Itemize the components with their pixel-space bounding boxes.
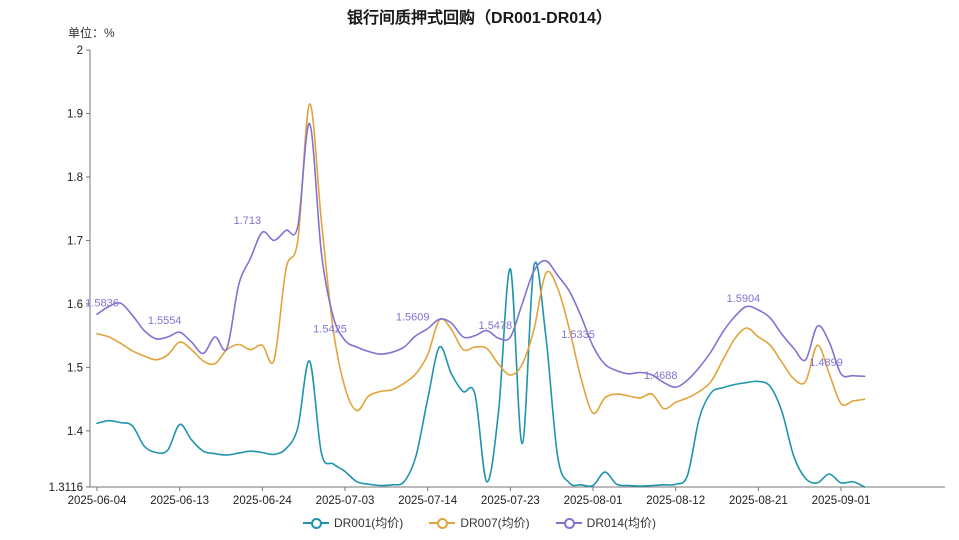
- svg-text:1.713: 1.713: [234, 215, 262, 227]
- legend-item-dr014[interactable]: DR014(均价): [555, 514, 657, 531]
- svg-text:2: 2: [77, 45, 83, 57]
- svg-text:1.7: 1.7: [67, 235, 83, 247]
- svg-text:1.4899: 1.4899: [809, 357, 843, 369]
- svg-text:1.5478: 1.5478: [479, 320, 513, 332]
- svg-text:1.6: 1.6: [67, 299, 83, 311]
- svg-text:1.4: 1.4: [67, 426, 84, 438]
- svg-text:2025-06-24: 2025-06-24: [233, 495, 292, 507]
- svg-text:1.5335: 1.5335: [561, 329, 595, 341]
- svg-text:1.5425: 1.5425: [313, 323, 347, 335]
- svg-text:1.4688: 1.4688: [644, 370, 678, 382]
- svg-text:1.5609: 1.5609: [396, 312, 430, 324]
- chart-legend: DR001(均价) DR007(均价) DR014(均价): [0, 514, 959, 531]
- svg-text:2025-08-01: 2025-08-01: [564, 495, 623, 507]
- dr007-line-marker-icon: [429, 517, 456, 529]
- svg-text:2025-08-21: 2025-08-21: [729, 495, 788, 507]
- dr001-line-marker-icon: [302, 517, 329, 529]
- svg-text:1.5836: 1.5836: [85, 297, 119, 309]
- svg-text:2025-06-13: 2025-06-13: [150, 495, 209, 507]
- y-axis-unit-label: 单位：%: [68, 26, 115, 40]
- svg-text:1.5: 1.5: [67, 362, 83, 374]
- chart-title: 银行间质押式回购（DR001-DR014）: [347, 10, 612, 27]
- legend-item-dr001[interactable]: DR001(均价): [302, 514, 404, 531]
- svg-text:2025-06-04: 2025-06-04: [68, 495, 127, 507]
- svg-text:1.8: 1.8: [67, 172, 83, 184]
- svg-text:2025-07-03: 2025-07-03: [316, 495, 375, 507]
- svg-text:1.5904: 1.5904: [727, 293, 761, 305]
- svg-text:2025-07-14: 2025-07-14: [398, 495, 457, 507]
- svg-text:1.9: 1.9: [67, 108, 83, 120]
- svg-text:2025-07-23: 2025-07-23: [481, 495, 540, 507]
- dr014-line-marker-icon: [555, 517, 582, 529]
- svg-text:2025-08-12: 2025-08-12: [646, 495, 705, 507]
- svg-text:1.5554: 1.5554: [148, 315, 182, 327]
- legend-label-dr014: DR014(均价): [586, 516, 657, 530]
- legend-label-dr007: DR007(均价): [460, 516, 530, 530]
- svg-text:1.3116: 1.3116: [49, 482, 83, 494]
- legend-item-dr007[interactable]: DR007(均价): [429, 514, 530, 531]
- legend-label-dr001: DR001(均价): [333, 516, 404, 530]
- svg-text:2025-09-01: 2025-09-01: [812, 495, 871, 507]
